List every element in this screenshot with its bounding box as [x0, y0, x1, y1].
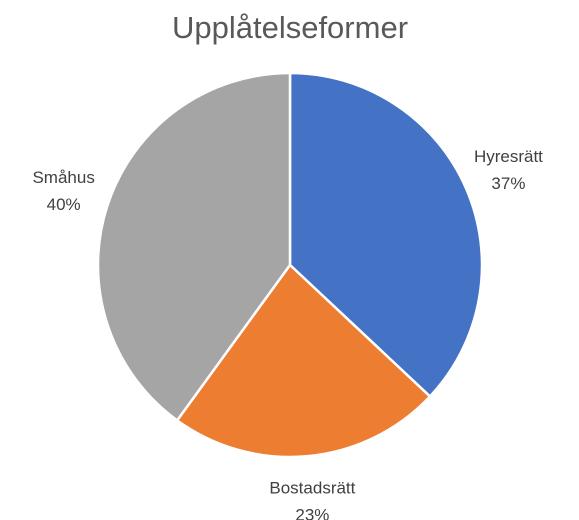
chart-title: Upplåtelseformer [172, 10, 408, 45]
pie-slice [96, 71, 292, 423]
slice-label: Bostadsrätt [269, 478, 355, 497]
slice-label: Hyresrätt [474, 147, 543, 166]
slice-value-label: 37% [491, 174, 525, 193]
pie-slice [288, 71, 484, 399]
pie-slice [175, 263, 432, 459]
slice-label: Småhus [32, 168, 94, 187]
slice-value-label: 23% [295, 505, 329, 520]
slice-value-label: 40% [47, 195, 81, 214]
